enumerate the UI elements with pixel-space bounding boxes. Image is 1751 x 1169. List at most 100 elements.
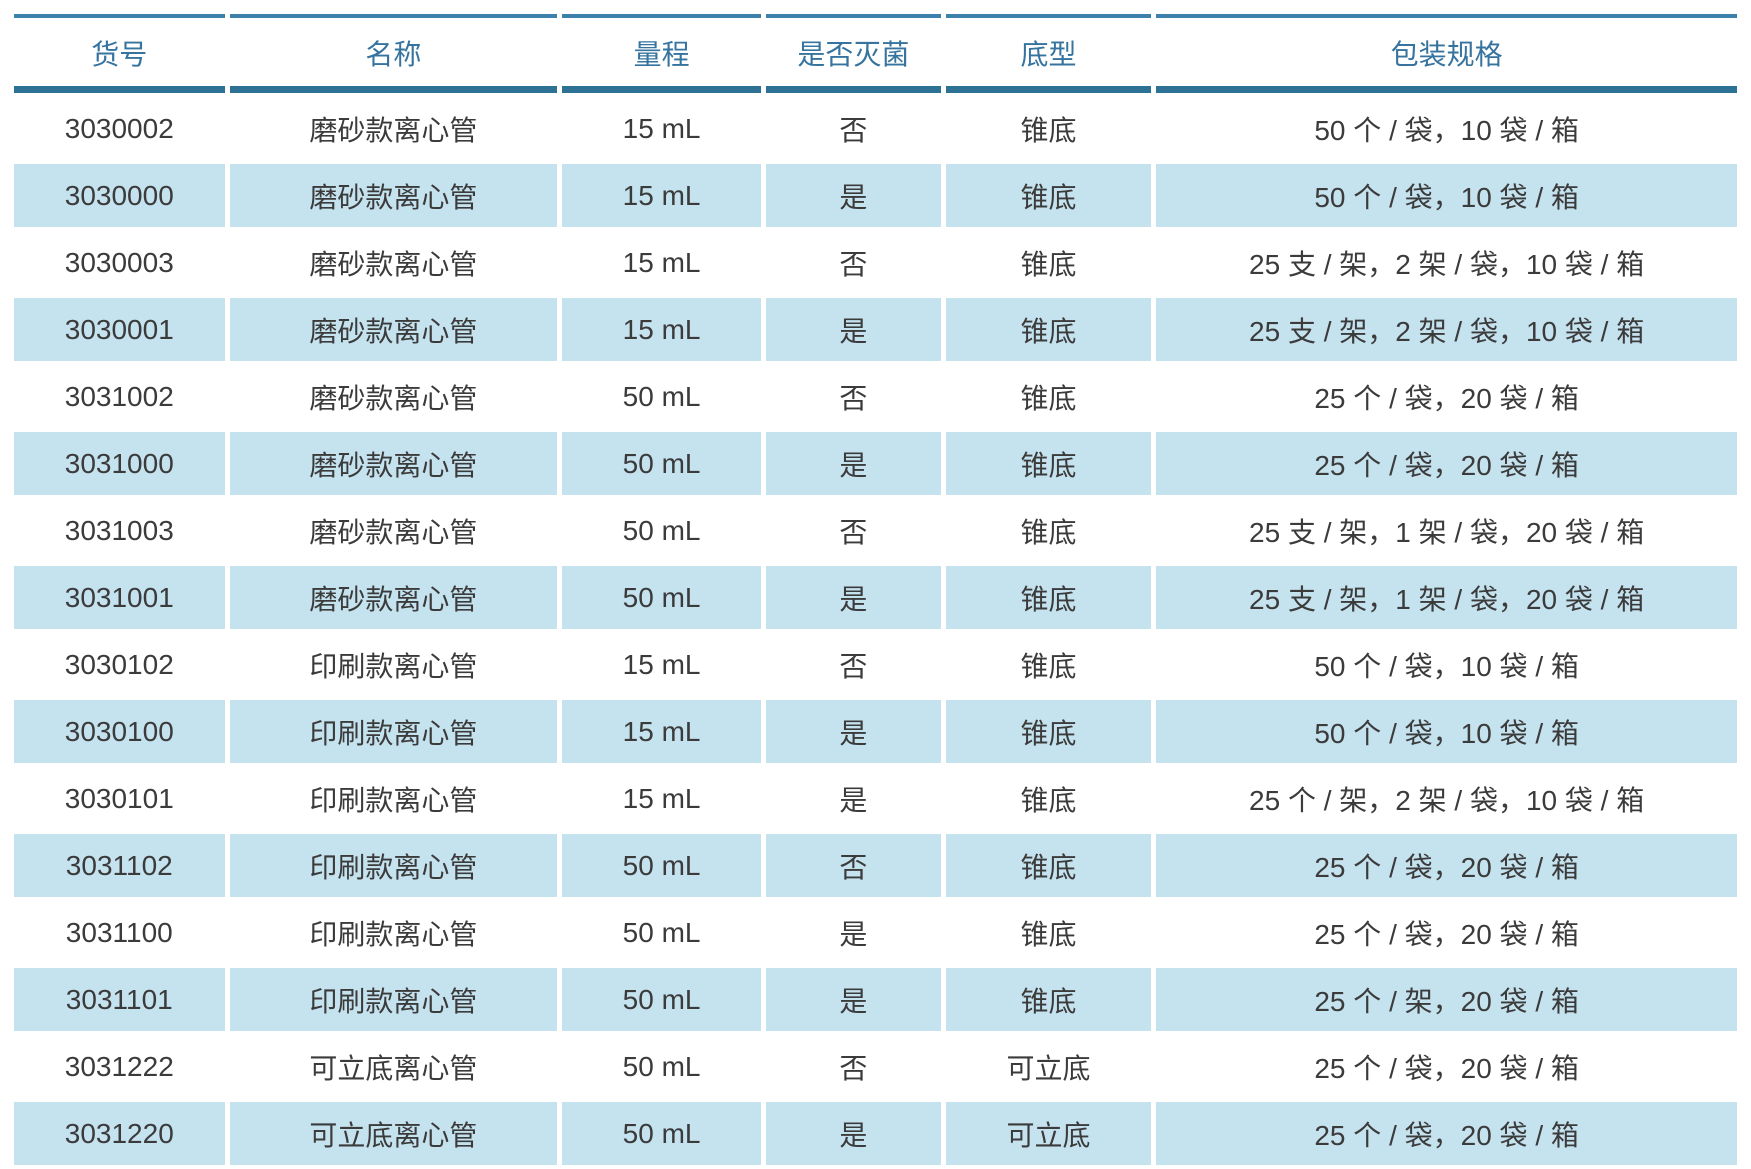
table-row: 3030000 磨砂款离心管 15 mL 是锥底 50 个 / 袋，10 袋 / 箱: [14, 164, 1737, 227]
cell-sterile: 是: [765, 767, 941, 830]
cell-packaging: 25 个 / 袋，20 袋 / 箱: [1156, 901, 1737, 964]
cell-bottom: 锥底: [945, 700, 1152, 763]
cell-name: 印刷款离心管: [229, 767, 558, 830]
cell-packaging: 50 个 / 袋，10 袋 / 箱: [1156, 97, 1737, 160]
cell-range: 50 mL: [562, 1035, 761, 1098]
cell-name: 印刷款离心管: [229, 633, 558, 696]
cell-name: 磨砂款离心管: [229, 365, 558, 428]
cell-sku: 3031001: [14, 566, 225, 629]
cell-name: 印刷款离心管: [229, 834, 558, 897]
header-packaging: 包装规格: [1156, 14, 1737, 93]
cell-sterile: 否: [765, 365, 941, 428]
cell-bottom: 锥底: [945, 968, 1152, 1031]
cell-bottom: 锥底: [945, 901, 1152, 964]
cell-bottom: 锥底: [945, 365, 1152, 428]
cell-packaging: 50 个 / 袋，10 袋 / 箱: [1156, 633, 1737, 696]
cell-sterile: 否: [765, 499, 941, 562]
table-row: 3030002 磨砂款离心管 15 mL 否锥底 50 个 / 袋，10 袋 / 箱: [14, 97, 1737, 160]
cell-sterile: 否: [765, 834, 941, 897]
cell-range: 50 mL: [562, 499, 761, 562]
cell-bottom: 锥底: [945, 499, 1152, 562]
cell-sterile: 是: [765, 298, 941, 361]
cell-sterile: 否: [765, 97, 941, 160]
cell-packaging: 25 个 / 袋，20 袋 / 箱: [1156, 365, 1737, 428]
header-row: 货号 名称 量程 是否灭菌 底型 包装规格: [14, 14, 1737, 93]
cell-bottom: 锥底: [945, 566, 1152, 629]
cell-sterile: 是: [765, 566, 941, 629]
cell-bottom: 锥底: [945, 767, 1152, 830]
table-row: 3030100 印刷款离心管 15 mL 是锥底 50 个 / 袋，10 袋 / 箱: [14, 700, 1737, 763]
table-header: 货号 名称 量程 是否灭菌 底型 包装规格: [14, 14, 1737, 93]
cell-sku: 3030100: [14, 700, 225, 763]
table-row: 3031000 磨砂款离心管 50 mL 是锥底 25 个 / 袋，20 袋 / 箱: [14, 432, 1737, 495]
cell-name: 磨砂款离心管: [229, 566, 558, 629]
cell-bottom: 锥底: [945, 97, 1152, 160]
cell-packaging: 25 个 / 袋，20 袋 / 箱: [1156, 834, 1737, 897]
cell-range: 50 mL: [562, 968, 761, 1031]
table-body: 3030002 磨砂款离心管 15 mL 否锥底 50 个 / 袋，10 袋 / 箱 30…: [14, 97, 1737, 1165]
cell-sku: 3031000: [14, 432, 225, 495]
header-name: 名称: [229, 14, 558, 93]
cell-sku: 3031222: [14, 1035, 225, 1098]
cell-range: 50 mL: [562, 901, 761, 964]
cell-sku: 3031100: [14, 901, 225, 964]
table-row: 3031003 磨砂款离心管 50 mL 否锥底 25 支 / 架，1 架 / 袋，20…: [14, 499, 1737, 562]
table-row: 3031220 可立底离心管 50 mL 是可立底 25 个 / 袋，20 袋 / 箱: [14, 1102, 1737, 1165]
cell-packaging: 50 个 / 袋，10 袋 / 箱: [1156, 700, 1737, 763]
cell-sterile: 否: [765, 231, 941, 294]
cell-bottom: 可立底: [945, 1102, 1152, 1165]
cell-sterile: 是: [765, 164, 941, 227]
cell-sterile: 否: [765, 1035, 941, 1098]
cell-name: 印刷款离心管: [229, 700, 558, 763]
cell-packaging: 25 支 / 架，2 架 / 袋，10 袋 / 箱: [1156, 231, 1737, 294]
cell-sku: 3030002: [14, 97, 225, 160]
cell-sku: 3031102: [14, 834, 225, 897]
cell-sku: 3030101: [14, 767, 225, 830]
cell-packaging: 25 支 / 架，2 架 / 袋，10 袋 / 箱: [1156, 298, 1737, 361]
cell-packaging: 25 个 / 架，2 架 / 袋，10 袋 / 箱: [1156, 767, 1737, 830]
table-row: 3031222 可立底离心管 50 mL 否可立底 25 个 / 袋，20 袋 / 箱: [14, 1035, 1737, 1098]
product-spec-table: 货号 名称 量程 是否灭菌 底型 包装规格 3030002 磨砂款离心管 15 mL…: [9, 10, 1742, 1169]
cell-bottom: 锥底: [945, 164, 1152, 227]
cell-name: 磨砂款离心管: [229, 432, 558, 495]
cell-range: 15 mL: [562, 97, 761, 160]
cell-range: 15 mL: [562, 164, 761, 227]
cell-sku: 3031002: [14, 365, 225, 428]
cell-packaging: 25 个 / 袋，20 袋 / 箱: [1156, 1102, 1737, 1165]
cell-range: 15 mL: [562, 767, 761, 830]
cell-range: 15 mL: [562, 633, 761, 696]
cell-sku: 3030000: [14, 164, 225, 227]
cell-range: 50 mL: [562, 834, 761, 897]
cell-name: 可立底离心管: [229, 1102, 558, 1165]
cell-range: 50 mL: [562, 432, 761, 495]
cell-packaging: 25 个 / 袋，20 袋 / 箱: [1156, 432, 1737, 495]
cell-packaging: 25 支 / 架，1 架 / 袋，20 袋 / 箱: [1156, 566, 1737, 629]
cell-range: 50 mL: [562, 1102, 761, 1165]
cell-name: 磨砂款离心管: [229, 298, 558, 361]
cell-name: 印刷款离心管: [229, 968, 558, 1031]
table-row: 3031102 印刷款离心管 50 mL 否锥底 25 个 / 袋，20 袋 / 箱: [14, 834, 1737, 897]
cell-sterile: 是: [765, 432, 941, 495]
cell-sterile: 是: [765, 901, 941, 964]
cell-bottom: 锥底: [945, 834, 1152, 897]
cell-bottom: 锥底: [945, 432, 1152, 495]
cell-bottom: 锥底: [945, 633, 1152, 696]
header-range: 量程: [562, 14, 761, 93]
table-row: 3030001 磨砂款离心管 15 mL 是锥底 25 支 / 架，2 架 / 袋，10…: [14, 298, 1737, 361]
cell-packaging: 25 支 / 架，1 架 / 袋，20 袋 / 箱: [1156, 499, 1737, 562]
cell-name: 磨砂款离心管: [229, 231, 558, 294]
header-sku: 货号: [14, 14, 225, 93]
table-row: 3031101 印刷款离心管 50 mL 是锥底 25 个 / 架，20 袋 / 箱: [14, 968, 1737, 1031]
header-sterile: 是否灭菌: [765, 14, 941, 93]
cell-sku: 3030001: [14, 298, 225, 361]
cell-packaging: 25 个 / 架，20 袋 / 箱: [1156, 968, 1737, 1031]
cell-sku: 3031003: [14, 499, 225, 562]
cell-packaging: 50 个 / 袋，10 袋 / 箱: [1156, 164, 1737, 227]
cell-range: 15 mL: [562, 298, 761, 361]
table-row: 3030003 磨砂款离心管 15 mL 否锥底 25 支 / 架，2 架 / 袋，10…: [14, 231, 1737, 294]
cell-sterile: 是: [765, 968, 941, 1031]
cell-range: 50 mL: [562, 365, 761, 428]
table-row: 3031001 磨砂款离心管 50 mL 是锥底 25 支 / 架，1 架 / 袋，20…: [14, 566, 1737, 629]
table-row: 3030102 印刷款离心管 15 mL 否锥底 50 个 / 袋，10 袋 / 箱: [14, 633, 1737, 696]
cell-sterile: 是: [765, 1102, 941, 1165]
